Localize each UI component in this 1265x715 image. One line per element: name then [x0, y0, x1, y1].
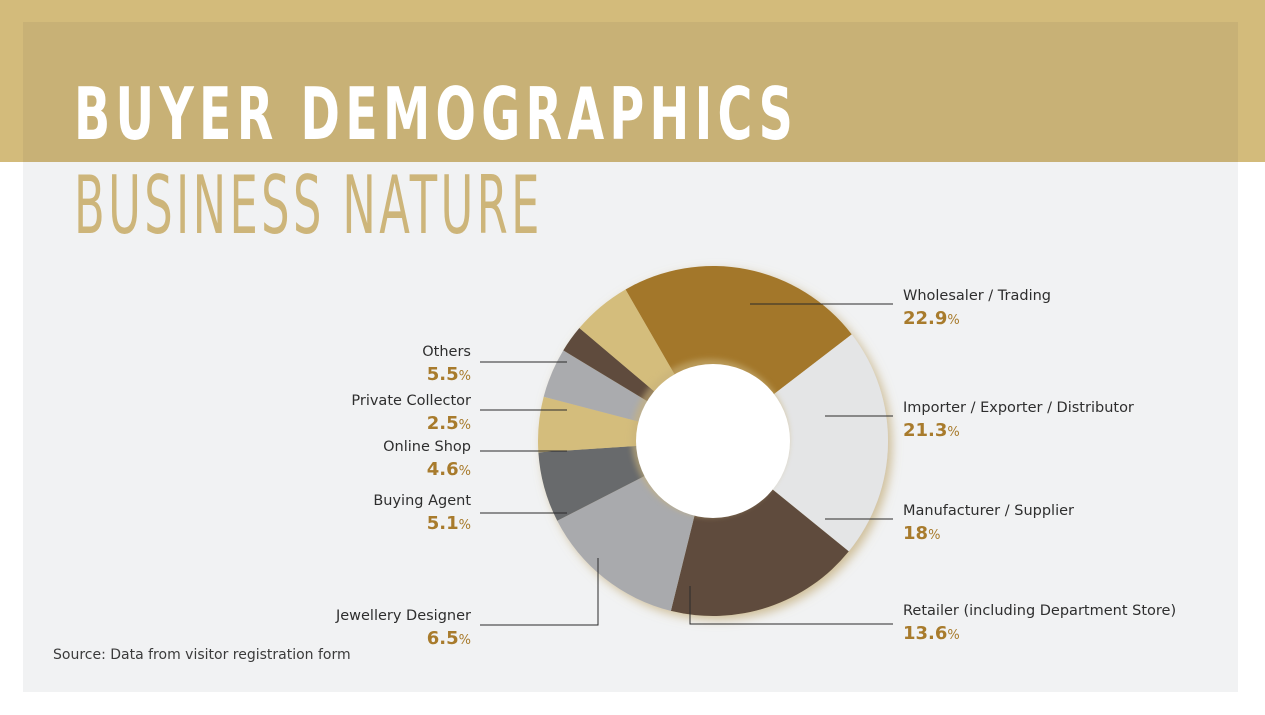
slice-value-unit: %: [928, 528, 941, 543]
donut-hole: [636, 364, 790, 518]
donut-slice-2: [713, 334, 889, 552]
slice-value: 13.6%: [903, 621, 1223, 649]
slice-label-4: Retailer (including Department Store) 13.…: [903, 601, 1223, 649]
slice-value: 22.9%: [903, 306, 1223, 334]
slice-label-2: Importer / Exporter / Distributor 21.3%: [903, 398, 1223, 446]
slice-value: 6.5%: [151, 626, 471, 654]
slice-label-5: Jewellery Designer 6.5%: [151, 606, 471, 654]
slice-value-number: 18: [903, 523, 929, 544]
slice-name: Buying Agent: [373, 493, 471, 509]
slice-value-unit: %: [947, 425, 960, 440]
slice-name: Jewellery Designer: [335, 608, 471, 624]
slice-value: 4.6%: [151, 457, 471, 485]
slice-value-unit: %: [458, 418, 471, 433]
slice-name: Manufacturer / Supplier: [903, 503, 1074, 519]
slice-name: Others: [422, 344, 471, 360]
slice-label-7: Online Shop 4.6%: [151, 437, 471, 485]
slice-name: Retailer (including Department Store): [903, 603, 1177, 619]
slice-label-8: Private Collector 2.5%: [151, 391, 471, 439]
slice-value-unit: %: [947, 628, 960, 643]
slice-name: Wholesaler / Trading: [903, 288, 1052, 304]
slice-name: Importer / Exporter / Distributor: [903, 400, 1134, 416]
leader-line-5: [480, 558, 599, 626]
slice-value-unit: %: [458, 464, 471, 479]
slice-label-6: Buying Agent 5.1%: [151, 491, 471, 539]
slice-value: 2.5%: [151, 411, 471, 439]
slice-value-unit: %: [458, 369, 471, 384]
slice-name: Private Collector: [351, 393, 471, 409]
slice-name: Online Shop: [383, 439, 471, 455]
slice-value-number: 22.9: [903, 308, 948, 329]
slice-value-unit: %: [458, 633, 471, 648]
slice-value-number: 13.6: [903, 623, 948, 644]
slice-label-9: Others 5.5%: [151, 342, 471, 390]
slice-value-number: 5.1: [426, 513, 459, 534]
slice-value-unit: %: [458, 518, 471, 533]
slice-value-number: 5.5: [426, 364, 459, 385]
slice-value-unit: %: [947, 313, 960, 328]
slice-label-1: Wholesaler / Trading 22.9%: [903, 286, 1223, 334]
slice-value-number: 4.6: [426, 459, 459, 480]
slice-value: 21.3%: [903, 418, 1223, 446]
leader-line-4: [689, 586, 893, 625]
slice-value: 5.5%: [151, 362, 471, 390]
slice-value: 18%: [903, 521, 1223, 549]
page-title: BUYER DEMOGRAPHICS: [74, 72, 799, 156]
panel-header-band: [23, 22, 1238, 162]
source-note: Source: Data from visitor registration f…: [53, 647, 351, 663]
slice-value-number: 21.3: [903, 420, 948, 441]
slice-value-number: 2.5: [426, 413, 459, 434]
slice-value-number: 6.5: [426, 628, 459, 649]
slice-value: 5.1%: [151, 511, 471, 539]
slice-label-3: Manufacturer / Supplier 18%: [903, 501, 1223, 549]
page-subtitle: BUSINESS NATURE: [74, 159, 543, 252]
donut-slice-1: [625, 266, 852, 441]
